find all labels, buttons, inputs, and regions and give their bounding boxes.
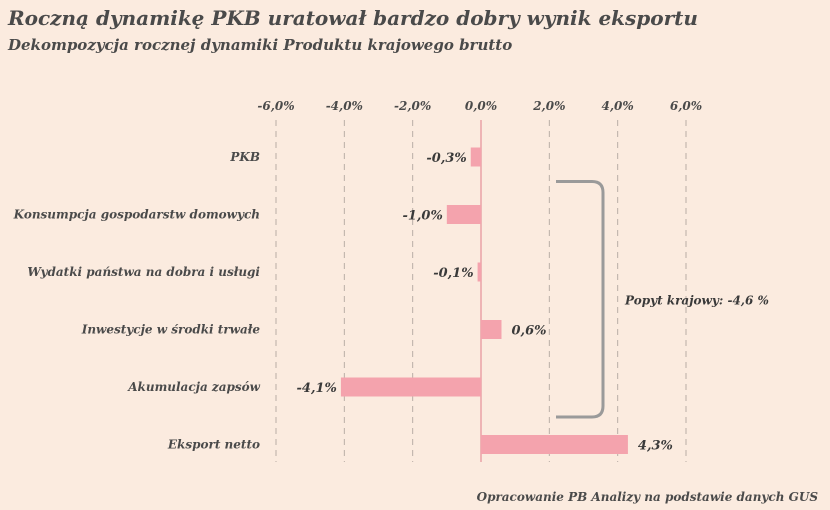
category-label: PKB bbox=[229, 150, 260, 164]
category-label: Eksport netto bbox=[167, 438, 260, 452]
bar bbox=[481, 320, 502, 339]
data-label: -4,1% bbox=[297, 381, 337, 396]
chart-title: Roczną dynamikę PKB uratował bardzo dobr… bbox=[8, 6, 698, 30]
x-tick-label: 4,0% bbox=[602, 99, 634, 113]
data-label: 4,3% bbox=[638, 439, 673, 454]
category-label: Wydatki państwa na dobra i usługi bbox=[27, 265, 260, 279]
bar bbox=[446, 205, 481, 224]
x-tick-label: 6,0% bbox=[670, 99, 702, 113]
bar bbox=[477, 262, 481, 282]
data-label: -0,3% bbox=[426, 151, 466, 166]
bar bbox=[481, 435, 628, 454]
x-tick-label: 2,0% bbox=[532, 99, 565, 113]
data-label: -1,0% bbox=[402, 209, 442, 224]
bar bbox=[470, 147, 481, 167]
source-note: Opracowanie PB Analizy na podstawie dany… bbox=[476, 490, 818, 504]
category-label: Konsumpcja gospodarstw domowych bbox=[13, 208, 260, 222]
chart-subtitle: Dekompozycja rocznej dynamiki Produktu k… bbox=[8, 36, 513, 54]
annotation-label: Popyt krajowy: -4,6 % bbox=[624, 293, 769, 307]
x-tick-label: -4,0% bbox=[326, 99, 363, 113]
data-label: 0,6% bbox=[512, 324, 547, 339]
category-label: Inwestycje w środki trwałe bbox=[81, 323, 261, 337]
x-tick-label: 0,0% bbox=[465, 99, 497, 113]
category-label: Akumulacja zapsów bbox=[127, 380, 260, 394]
bracket-domestic-demand bbox=[556, 180, 605, 419]
x-tick-label: -2,0% bbox=[394, 99, 431, 113]
bar bbox=[340, 377, 481, 397]
x-tick-label: -6,0% bbox=[257, 99, 294, 113]
data-label: -0,1% bbox=[433, 266, 473, 281]
